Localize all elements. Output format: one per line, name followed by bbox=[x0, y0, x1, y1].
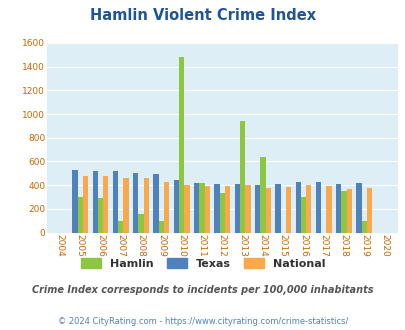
Bar bbox=[194, 183, 199, 233]
Bar bbox=[164, 182, 169, 233]
Text: Crime Index corresponds to incidents per 100,000 inhabitants: Crime Index corresponds to incidents per… bbox=[32, 285, 373, 295]
Bar bbox=[315, 182, 320, 233]
Bar bbox=[173, 180, 179, 233]
Bar bbox=[143, 178, 149, 233]
Bar bbox=[113, 171, 118, 233]
Bar bbox=[245, 185, 250, 233]
Text: Hamlin Violent Crime Index: Hamlin Violent Crime Index bbox=[90, 8, 315, 23]
Bar bbox=[158, 221, 164, 233]
Bar bbox=[285, 187, 290, 233]
Bar bbox=[305, 185, 311, 233]
Bar bbox=[254, 185, 260, 233]
Bar bbox=[133, 173, 138, 233]
Bar bbox=[265, 188, 270, 233]
Legend: Hamlin, Texas, National: Hamlin, Texas, National bbox=[76, 254, 329, 273]
Bar bbox=[326, 186, 331, 233]
Bar bbox=[260, 157, 265, 233]
Bar bbox=[72, 170, 77, 233]
Text: © 2024 CityRating.com - https://www.cityrating.com/crime-statistics/: © 2024 CityRating.com - https://www.city… bbox=[58, 317, 347, 326]
Bar bbox=[123, 178, 128, 233]
Bar bbox=[98, 198, 103, 233]
Bar bbox=[219, 193, 224, 233]
Bar bbox=[275, 184, 280, 233]
Bar bbox=[77, 197, 83, 233]
Bar bbox=[138, 214, 143, 233]
Bar bbox=[361, 221, 366, 233]
Bar bbox=[366, 187, 371, 233]
Bar bbox=[239, 121, 245, 233]
Bar bbox=[234, 184, 239, 233]
Bar bbox=[199, 183, 204, 233]
Bar bbox=[118, 221, 123, 233]
Bar bbox=[184, 184, 189, 233]
Bar bbox=[295, 182, 300, 233]
Bar bbox=[153, 174, 158, 233]
Bar bbox=[204, 186, 209, 233]
Bar bbox=[356, 183, 361, 233]
Bar bbox=[346, 189, 351, 233]
Bar bbox=[335, 184, 341, 233]
Bar bbox=[224, 186, 230, 233]
Bar bbox=[214, 184, 219, 233]
Bar bbox=[300, 197, 305, 233]
Bar bbox=[83, 176, 88, 233]
Bar bbox=[92, 171, 98, 233]
Bar bbox=[341, 190, 346, 233]
Bar bbox=[179, 57, 184, 233]
Bar bbox=[103, 176, 108, 233]
